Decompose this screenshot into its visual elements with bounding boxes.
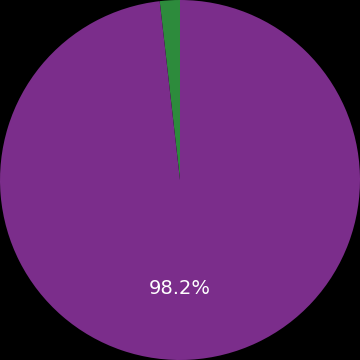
- Text: 98.2%: 98.2%: [149, 279, 211, 297]
- Wedge shape: [160, 0, 180, 180]
